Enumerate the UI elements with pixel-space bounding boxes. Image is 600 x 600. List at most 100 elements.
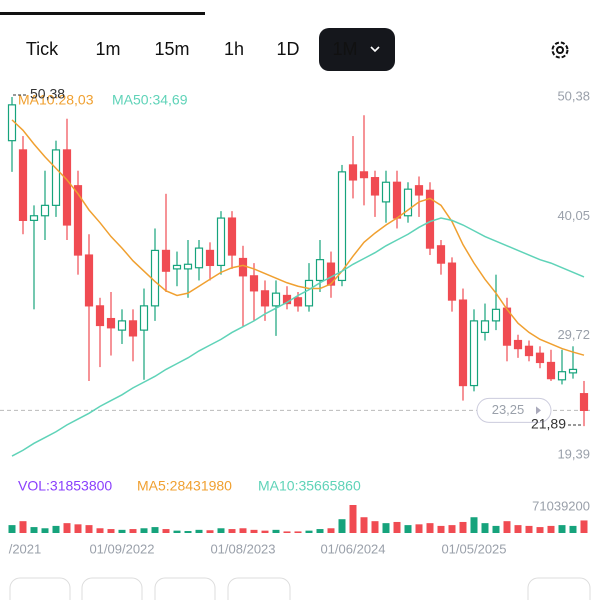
volume-bar: [536, 527, 544, 533]
y-tick-label: 29,72: [557, 327, 590, 342]
volume-bar: [8, 525, 16, 533]
volume-tick-label: 71039200: [532, 498, 590, 513]
tab[interactable]: 1M: [332, 39, 357, 59]
volume-bar: [349, 505, 357, 533]
candle-body: [579, 393, 589, 412]
candle-body: [381, 181, 391, 203]
candle-body: [128, 320, 138, 337]
candle-body: [18, 149, 28, 221]
volume-title: VOL:31853800: [18, 478, 112, 494]
tab[interactable]: Tick: [26, 39, 59, 59]
volume-bar: [184, 531, 192, 533]
last-price-tag: [476, 397, 552, 423]
candle-body: [106, 317, 116, 329]
candle-body: [348, 164, 358, 181]
tab-selected-bg[interactable]: [319, 28, 395, 71]
volume-bar: [261, 530, 269, 533]
x-tick-label: 01/08/2023: [210, 541, 275, 556]
volume-bar: [305, 530, 313, 533]
volume-bar: [382, 523, 390, 533]
candle-body: [227, 217, 237, 256]
low-label: 21,89: [531, 416, 566, 432]
candle-body: [139, 305, 149, 331]
candle-body: [337, 171, 347, 282]
candle-body: [150, 249, 160, 307]
candle-body: [326, 262, 336, 286]
volume-bar: [52, 525, 60, 533]
candle-body: [260, 290, 270, 307]
candle-body: [568, 368, 578, 374]
x-tick-label: 01/09/2022: [89, 541, 154, 556]
tab-indicator: [0, 12, 205, 15]
candle-body: [73, 185, 83, 256]
candle-body: [403, 188, 413, 217]
tab[interactable]: 1h: [224, 39, 244, 59]
volume-bar: [217, 528, 225, 533]
candle-body: [458, 299, 468, 387]
candle-body: [194, 247, 204, 269]
candle-body: [491, 308, 501, 322]
tab[interactable]: 15m: [154, 39, 189, 59]
volume-bar: [140, 528, 148, 533]
volume-bar: [283, 531, 291, 533]
volume-bar: [85, 525, 93, 533]
candle-body: [436, 245, 446, 264]
tag-arrow: [536, 406, 541, 415]
volume-bar: [448, 525, 456, 533]
volume-bar: [492, 525, 500, 533]
candle-body: [546, 361, 556, 380]
chevron: [370, 46, 380, 53]
candle-body: [51, 149, 61, 206]
candle-body: [238, 257, 248, 277]
volume-bar: [525, 525, 533, 533]
candle-body: [447, 262, 457, 301]
candle-body: [370, 177, 380, 196]
tab[interactable]: 1m: [95, 39, 120, 59]
candle-body: [524, 345, 534, 357]
volume-bar: [393, 521, 401, 533]
volume-bar: [272, 529, 280, 533]
volume-bar: [415, 524, 423, 533]
volume-bar: [580, 520, 588, 533]
settings-icon[interactable]: [551, 41, 569, 59]
candle-body: [216, 217, 226, 267]
volume-bar: [437, 525, 445, 533]
candle-body: [117, 320, 127, 331]
candle-body: [95, 305, 105, 327]
candle-body: [359, 171, 369, 179]
volume-bar: [547, 525, 555, 533]
volume-bar: [195, 529, 203, 533]
volume-bar: [239, 528, 247, 533]
candle-body: [557, 371, 567, 381]
volume-bar: [30, 527, 38, 533]
candle-body: [271, 292, 281, 307]
volume-bar: [228, 529, 236, 533]
candle-body: [62, 149, 72, 226]
volume-legend: MA5:28431980: [137, 478, 232, 494]
candle-body: [249, 275, 259, 292]
volume-bar: [63, 523, 71, 533]
volume-bar: [19, 521, 27, 533]
volume-bar: [470, 517, 478, 533]
y-tick-label: 40,05: [557, 208, 590, 223]
volume-bar: [558, 525, 566, 533]
volume-bar: [316, 529, 324, 533]
volume-bar: [118, 529, 126, 533]
volume-bar: [503, 521, 511, 533]
legend-entry: MA50:34,69: [112, 92, 188, 108]
bottom-buttons: [9, 577, 591, 600]
volume-bar: [426, 523, 434, 533]
volume-bar: [162, 529, 170, 533]
candle-body: [161, 249, 171, 272]
legend-entry: MA10:28,03: [18, 92, 94, 108]
chart: Tick 1m 15m 1h 1D 1M 50,38 40,05 29,72 19,39 23,25…: [0, 39, 590, 556]
volume-bar: [327, 528, 335, 533]
x-tick-label: 01/06/2024: [320, 541, 385, 556]
candle-body: [205, 249, 215, 267]
ma-line: [11, 119, 585, 356]
high-label: 50,38: [30, 86, 65, 102]
tab[interactable]: 1D: [276, 39, 299, 59]
volume-bar: [96, 528, 104, 533]
candle-body: [315, 259, 325, 282]
